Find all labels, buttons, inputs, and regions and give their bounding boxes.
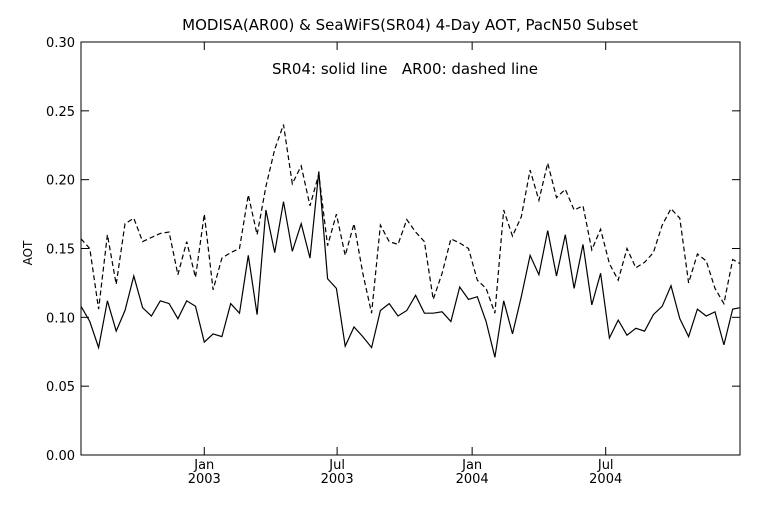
- series-line-ar00: [80, 124, 741, 314]
- y-tick-label: 0.25: [46, 105, 75, 120]
- series-lines: [80, 124, 741, 358]
- y-tick-label: 0.30: [46, 36, 75, 51]
- y-tick-label: 0.10: [46, 311, 75, 326]
- x-tick-label-month: Jan: [193, 458, 214, 473]
- x-tick-label-month: Jul: [597, 458, 614, 473]
- y-axis: 0.00 0.05 0.10 0.15 0.20 0.25 0.30: [46, 36, 740, 464]
- y-tick-label: 0.15: [46, 243, 75, 258]
- y-tick-label: 0.05: [46, 380, 75, 395]
- plot-frame: [80, 41, 741, 456]
- series-line-sr04: [80, 171, 741, 358]
- x-tick-label-year: 2004: [589, 472, 622, 487]
- chart-title: MODISA(AR00) & SeaWiFS(SR04) 4-Day AOT, …: [182, 16, 638, 34]
- x-tick-label-year: 2003: [188, 472, 221, 487]
- x-tick-label-month: Jan: [461, 458, 482, 473]
- legend-annotation: SR04: solid line AR00: dashed line: [272, 60, 538, 78]
- y-tick-label: 0.20: [46, 174, 75, 189]
- x-tick-label-year: 2004: [456, 472, 489, 487]
- y-axis-label: AOT: [21, 240, 35, 265]
- x-tick-label-month: Jul: [328, 458, 345, 473]
- x-tick-label-year: 2003: [321, 472, 354, 487]
- y-tick-label: 0.00: [46, 449, 75, 464]
